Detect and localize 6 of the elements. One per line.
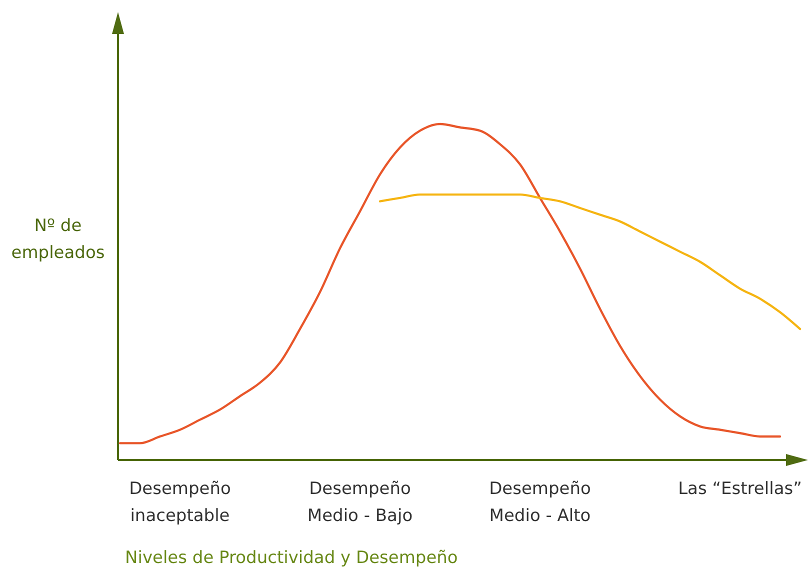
x-axis-title: Niveles de Productividad y Desempeño xyxy=(125,548,458,568)
x-tick-label: Desempeño Medio - Bajo xyxy=(307,479,413,526)
x-tick-label: Desempeño Medio - Alto xyxy=(489,479,591,526)
x-tick-label: Desempeño inaceptable xyxy=(129,479,231,526)
y-axis-title: Nº de empleados xyxy=(11,216,105,263)
x-tick-label: Las “Estrellas” xyxy=(678,479,802,499)
